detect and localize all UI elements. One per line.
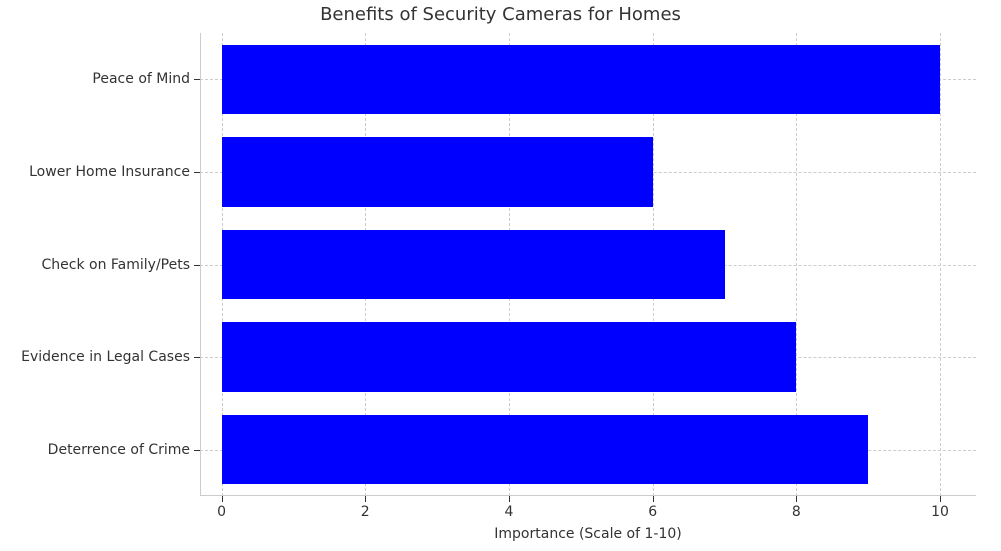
plot-area <box>200 33 976 496</box>
x-tick-label: 10 <box>931 504 949 520</box>
x-tick-label: 8 <box>792 504 801 520</box>
y-tick-label: Evidence in Legal Cases <box>21 349 190 365</box>
y-tick-mark <box>194 79 200 80</box>
bar <box>222 137 653 206</box>
x-axis-label: Importance (Scale of 1-10) <box>200 526 976 542</box>
x-tick-mark <box>509 496 510 502</box>
x-tick-label: 0 <box>217 504 226 520</box>
x-tick-mark <box>796 496 797 502</box>
chart-figure: Benefits of Security Cameras for Homes I… <box>0 0 1001 551</box>
y-tick-mark <box>194 450 200 451</box>
x-tick-label: 2 <box>361 504 370 520</box>
y-tick-mark <box>194 172 200 173</box>
bar <box>222 45 941 114</box>
x-tick-mark <box>940 496 941 502</box>
y-tick-label: Lower Home Insurance <box>29 164 190 180</box>
chart-title: Benefits of Security Cameras for Homes <box>0 4 1001 25</box>
x-tick-mark <box>365 496 366 502</box>
axis-spine-bottom <box>200 495 976 496</box>
x-tick-mark <box>222 496 223 502</box>
bar <box>222 322 797 391</box>
bar <box>222 230 725 299</box>
y-tick-mark <box>194 357 200 358</box>
x-tick-label: 4 <box>504 504 513 520</box>
y-tick-label: Peace of Mind <box>92 71 190 87</box>
bar <box>222 415 869 484</box>
y-tick-label: Deterrence of Crime <box>48 442 190 458</box>
x-tick-mark <box>653 496 654 502</box>
y-tick-mark <box>194 265 200 266</box>
x-tick-label: 6 <box>648 504 657 520</box>
y-tick-label: Check on Family/Pets <box>41 257 190 273</box>
